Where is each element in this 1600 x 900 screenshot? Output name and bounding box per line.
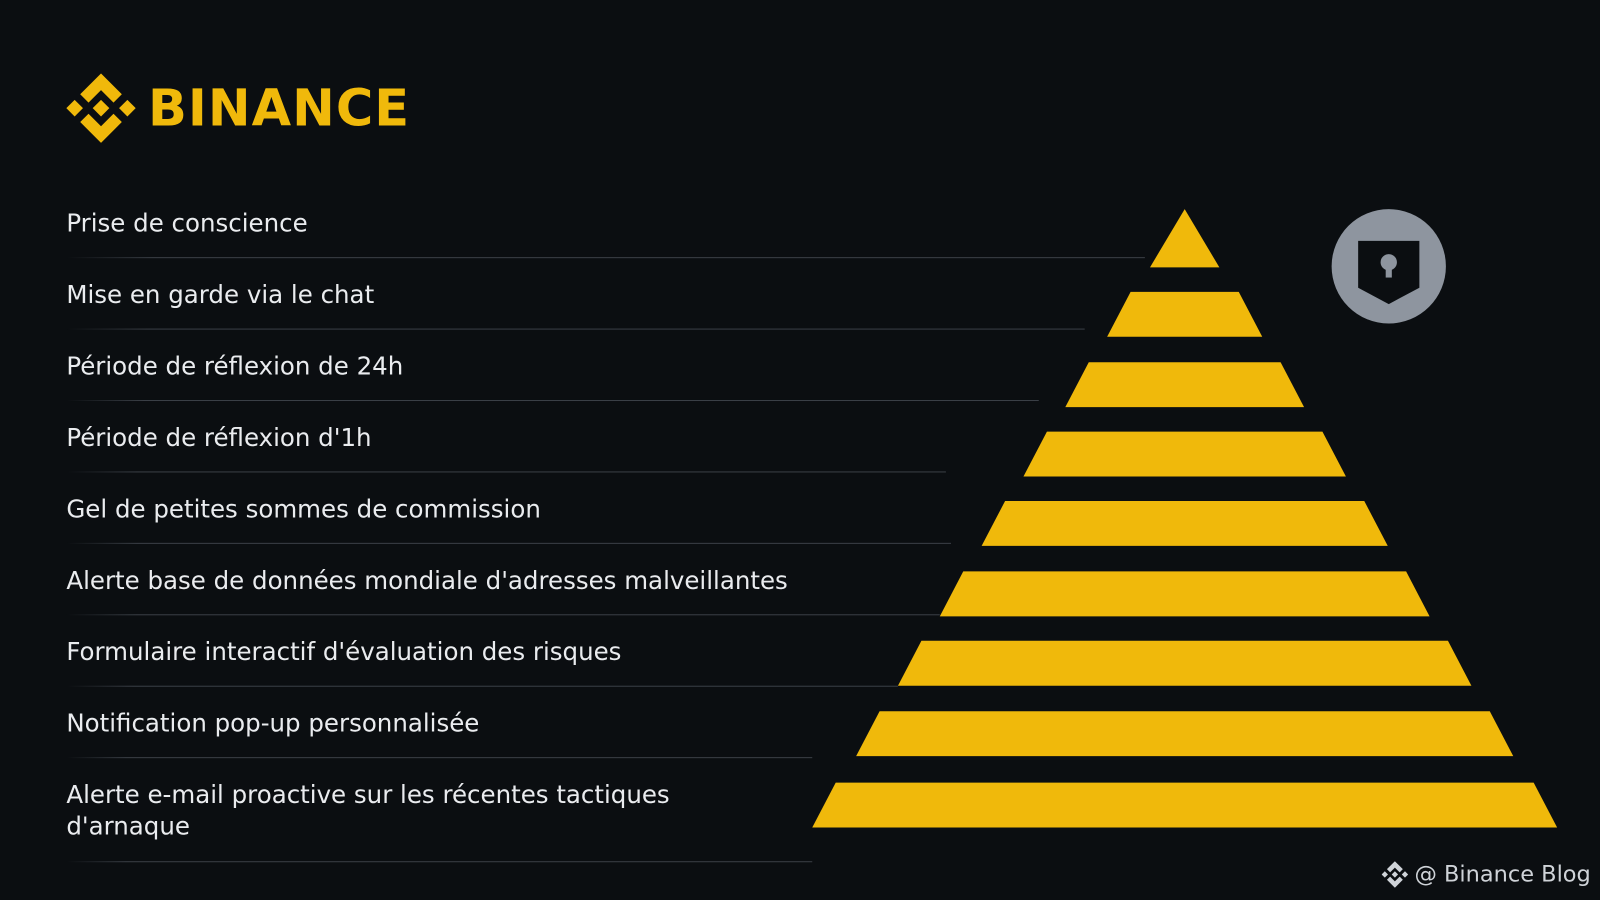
- level-divider: [66, 328, 1085, 330]
- pyramid-layer: [981, 501, 1388, 546]
- pyramid-layer: [1023, 431, 1346, 477]
- brand-name: BINANCE: [147, 78, 411, 138]
- pyramid-layer: [897, 640, 1472, 686]
- level-divider: [66, 614, 940, 616]
- level-divider: [66, 757, 813, 759]
- level-divider: [66, 471, 946, 473]
- level-label: Alerte e-mail proactive sur les récentes…: [66, 780, 670, 841]
- binance-diamond-icon: [1381, 861, 1409, 888]
- pyramid-layer: [856, 711, 1514, 757]
- pyramid-layer: [1107, 291, 1263, 337]
- pyramid-layer: [1065, 362, 1305, 408]
- level-label: Notification pop-up personnalisée: [66, 709, 480, 738]
- level-label: Formulaire interactif d'évaluation des r…: [66, 637, 622, 667]
- level-divider: [66, 257, 1145, 259]
- level-label: Alerte base de données mondiale d'adress…: [66, 566, 788, 595]
- level-divider: [66, 542, 952, 544]
- pyramid-layer: [1149, 209, 1220, 268]
- footer-text: @ Binance Blog: [1414, 861, 1591, 888]
- level-label: Période de réflexion d'1h: [66, 423, 372, 453]
- pyramid-layer: [939, 571, 1430, 617]
- level-label: Gel de petites sommes de commission: [66, 494, 541, 524]
- shield-lock-icon: [1331, 209, 1446, 324]
- pyramid-layer: [812, 782, 1558, 828]
- level-label: Prise de conscience: [66, 209, 308, 238]
- level-divider: [66, 685, 898, 687]
- level-label: Mise en garde via le chat: [66, 280, 375, 310]
- binance-diamond-icon: [66, 73, 136, 143]
- level-label: Période de réflexion de 24h: [66, 352, 404, 381]
- binance-logo: BINANCE: [66, 73, 411, 143]
- level-divider: [66, 399, 1039, 402]
- level-divider: [66, 861, 813, 863]
- footer-credit: @ Binance Blog: [1381, 861, 1591, 888]
